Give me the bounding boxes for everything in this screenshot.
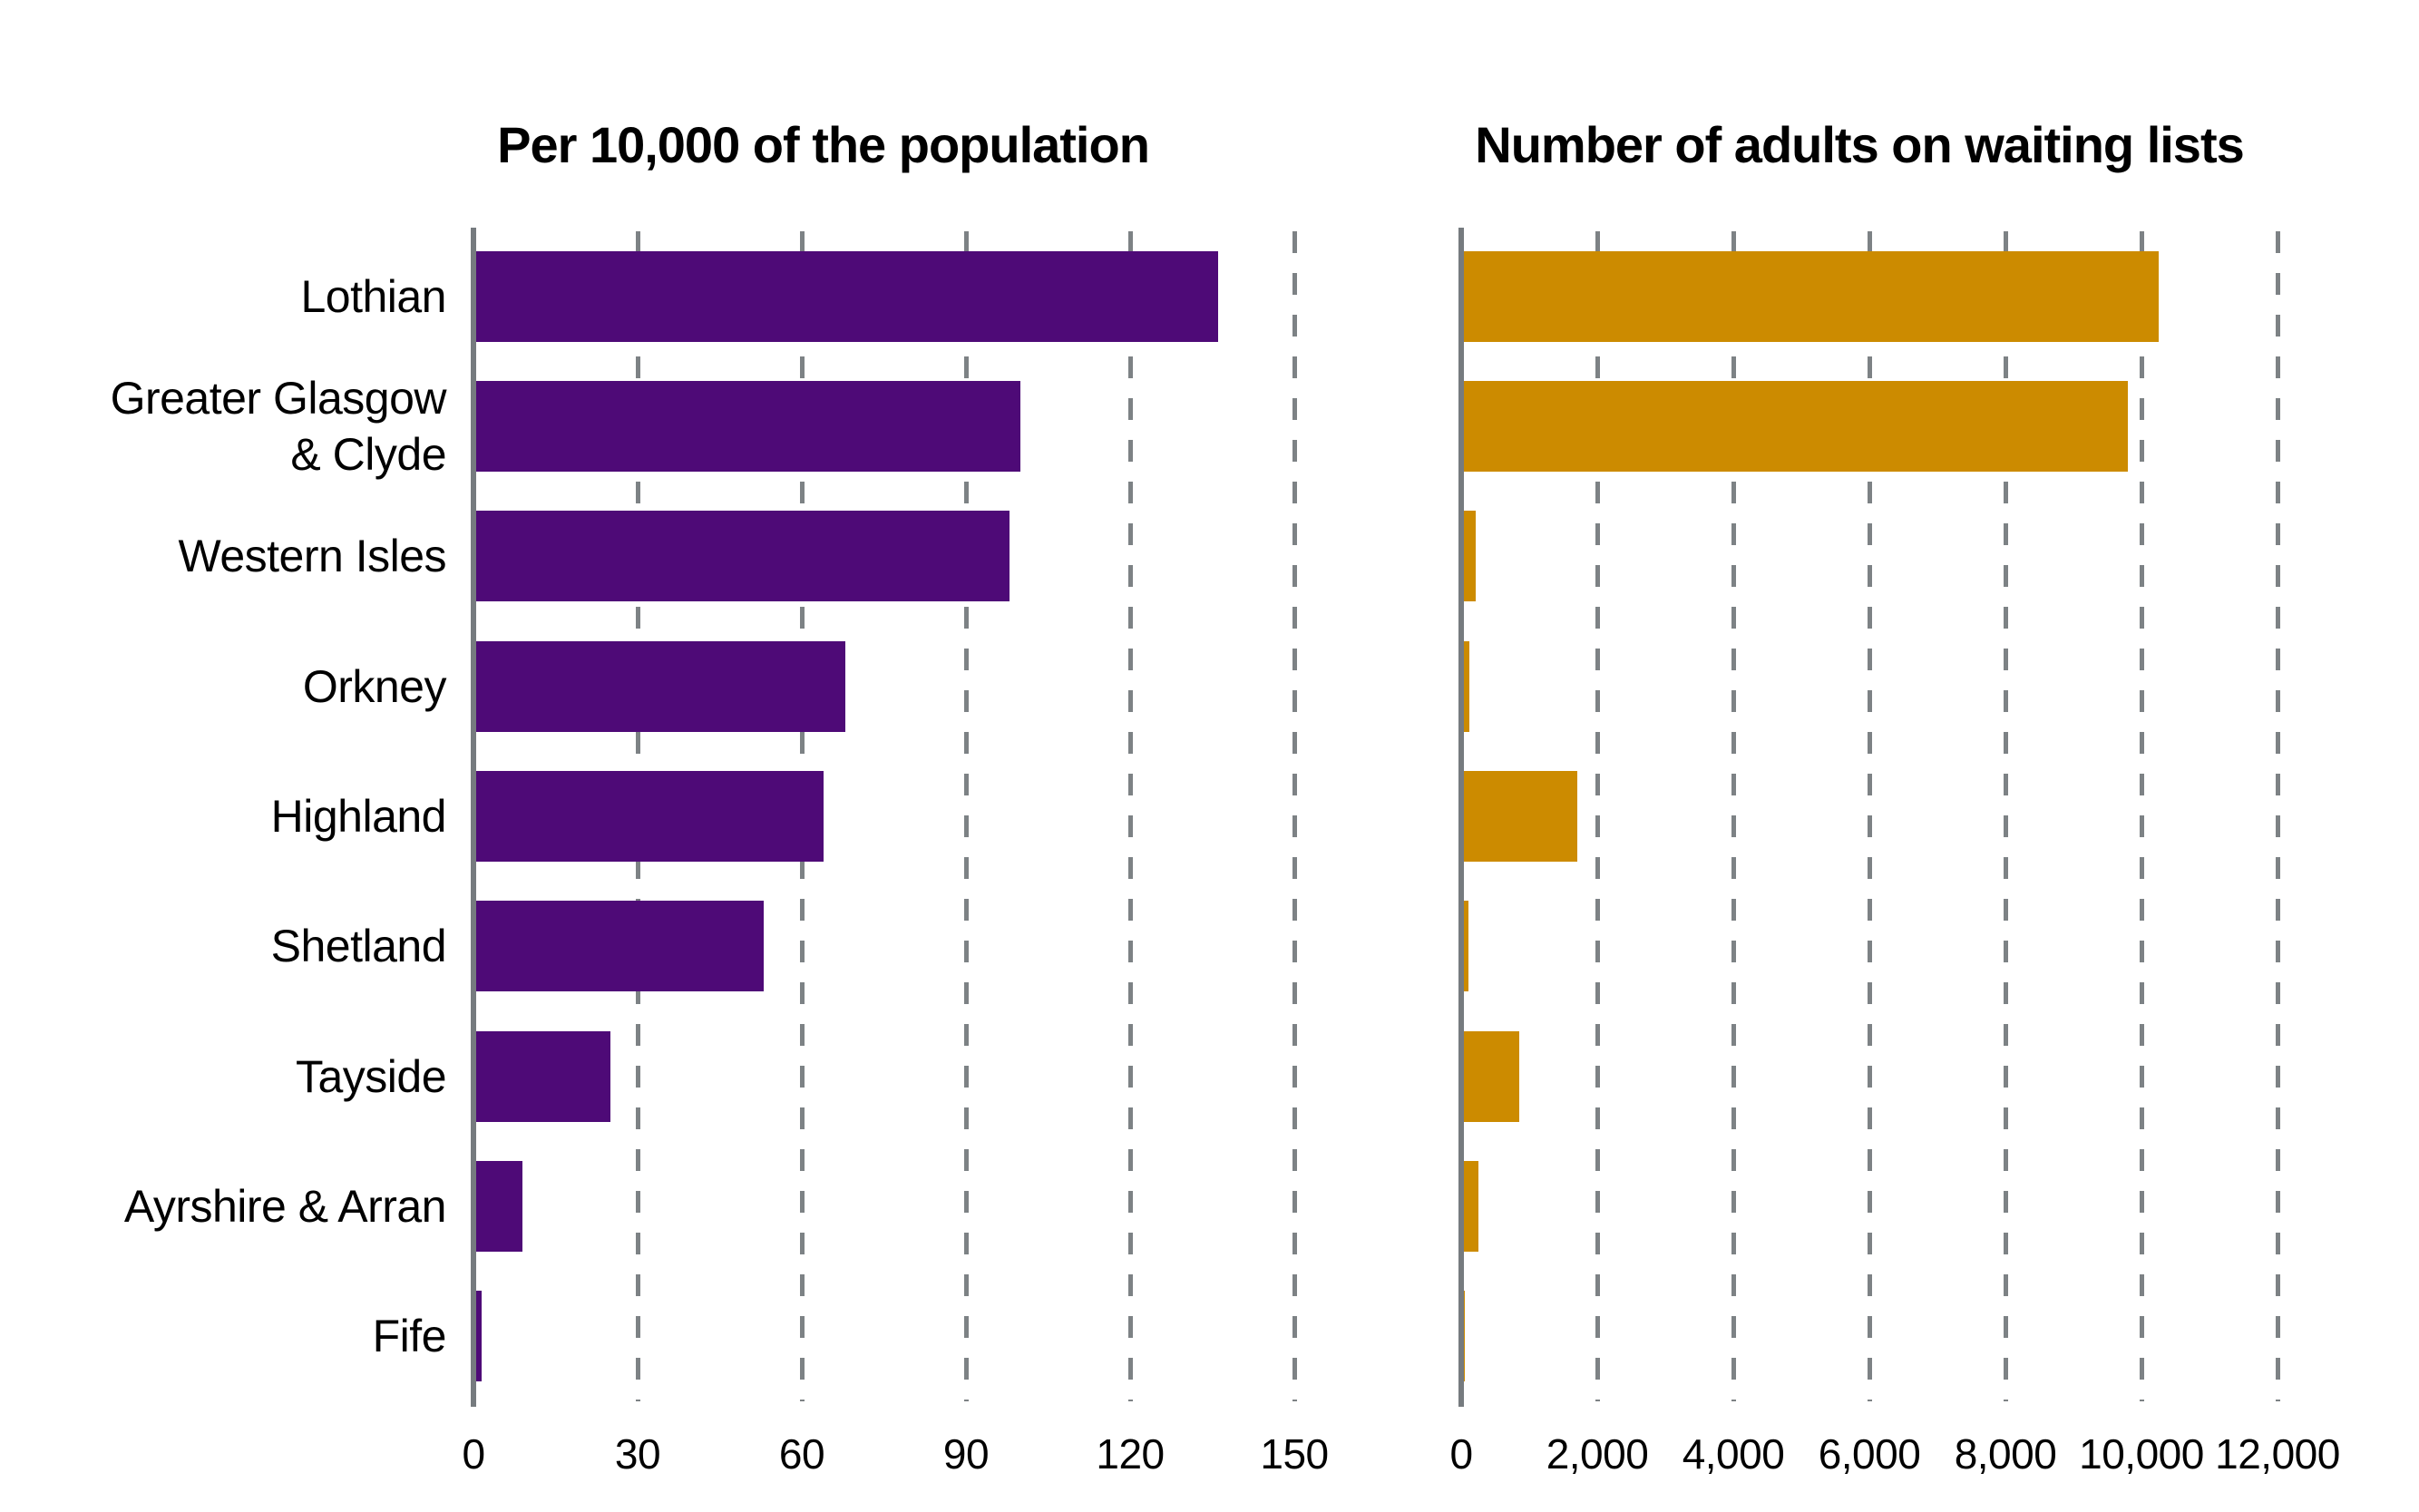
per-10-000-of-the-population-bar-lothian: [473, 250, 1218, 342]
number-of-adults-on-waiting-lists-bar-shetland: [1461, 901, 1468, 992]
number-of-adults-on-waiting-lists-bar-orkney: [1461, 640, 1469, 732]
gridline-120: [1127, 231, 1133, 1401]
category-label-ayrshire-and-arran: Ayrshire & Arran: [0, 1178, 447, 1234]
category-label-tayside: Tayside: [0, 1049, 447, 1105]
x-tick-label-per-10-000-of-the-population-0: 0: [462, 1430, 485, 1478]
category-label-line: Orkney: [302, 660, 447, 712]
number-of-adults-on-waiting-lists-bar-greater-glasgow-and-clyde: [1461, 381, 2128, 472]
category-label-line: Tayside: [295, 1050, 447, 1102]
x-tick-label-number-of-adults-on-waiting-lists-10000: 10,000: [2079, 1430, 2204, 1478]
per-10-000-of-the-population-bar-highland: [473, 771, 824, 862]
x-tick-label-per-10-000-of-the-population-150: 150: [1260, 1430, 1329, 1478]
waiting-lists-chart-panel: [1458, 228, 2338, 1407]
number-of-adults-on-waiting-lists-bar-western-isles: [1461, 511, 1476, 602]
x-tick-label-number-of-adults-on-waiting-lists-0: 0: [1449, 1430, 1473, 1478]
per-10-000-of-the-population-bar-ayrshire-and-arran: [473, 1161, 523, 1252]
y-axis-line: [1458, 228, 1464, 1407]
per-10-000-of-the-population-bar-orkney: [473, 640, 846, 732]
x-tick-label-per-10-000-of-the-population-120: 120: [1096, 1430, 1165, 1478]
x-tick-label-number-of-adults-on-waiting-lists-2000: 2,000: [1546, 1430, 1649, 1478]
category-label-western-isles: Western Isles: [0, 528, 447, 584]
category-label-line: Greater Glasgow: [110, 373, 447, 424]
number-of-adults-on-waiting-lists-bar-ayrshire-and-arran: [1461, 1161, 1478, 1252]
category-label-line: & Clyde: [290, 429, 446, 480]
category-label-fife: Fife: [0, 1308, 447, 1364]
gridline-4000: [1731, 231, 1736, 1401]
gridline-8000: [2003, 231, 2008, 1401]
right-chart-title: Number of adults on waiting lists: [1475, 116, 2245, 173]
per-10-000-of-the-population-bar-western-isles: [473, 511, 1010, 602]
x-tick-label-number-of-adults-on-waiting-lists-4000: 4,000: [1682, 1430, 1785, 1478]
x-tick-label-per-10-000-of-the-population-90: 90: [942, 1430, 990, 1478]
category-label-line: Highland: [270, 791, 447, 842]
per-10-000-of-the-population-bar-greater-glasgow-and-clyde: [473, 381, 1021, 472]
category-label-orkney: Orkney: [0, 658, 447, 715]
gridline-12000: [2275, 231, 2280, 1401]
category-label-line: Western Isles: [178, 531, 447, 582]
x-tick-label-number-of-adults-on-waiting-lists-12000: 12,000: [2215, 1430, 2340, 1478]
gridline-6000: [1867, 231, 1872, 1401]
category-label-highland: Highland: [0, 788, 447, 844]
category-label-greater-glasgow-and-clyde: Greater Glasgow & Clyde: [0, 370, 447, 483]
gridline-90: [963, 231, 969, 1401]
category-label-line: Shetland: [270, 921, 447, 972]
category-label-line: Ayrshire & Arran: [123, 1181, 447, 1232]
x-tick-label-number-of-adults-on-waiting-lists-8000: 8,000: [1954, 1430, 2057, 1478]
gridline-2000: [1595, 231, 1600, 1401]
number-of-adults-on-waiting-lists-bar-lothian: [1461, 250, 2159, 342]
per-10-000-of-the-population-bar-tayside: [473, 1030, 610, 1122]
y-axis-line: [471, 228, 476, 1407]
category-label-line: Fife: [372, 1311, 447, 1362]
number-of-adults-on-waiting-lists-bar-tayside: [1461, 1030, 1519, 1122]
left-chart-title: Per 10,000 of the population: [497, 116, 1150, 173]
per-10-000-of-the-population-bar-fife: [473, 1291, 483, 1382]
number-of-adults-on-waiting-lists-bar-highland: [1461, 771, 1577, 862]
category-label-shetland: Shetland: [0, 918, 447, 974]
gridline-10000: [2139, 231, 2144, 1401]
category-label-lothian: Lothian: [0, 268, 446, 325]
category-label-line: Lothian: [300, 270, 446, 322]
x-tick-label-per-10-000-of-the-population-60: 60: [778, 1430, 825, 1478]
x-tick-label-number-of-adults-on-waiting-lists-6000: 6,000: [1818, 1430, 1921, 1478]
gridline-150: [1292, 231, 1297, 1401]
per-10000-chart-panel: [471, 228, 1351, 1407]
per-10-000-of-the-population-bar-shetland: [473, 901, 764, 992]
x-tick-label-per-10-000-of-the-population-30: 30: [614, 1430, 661, 1478]
